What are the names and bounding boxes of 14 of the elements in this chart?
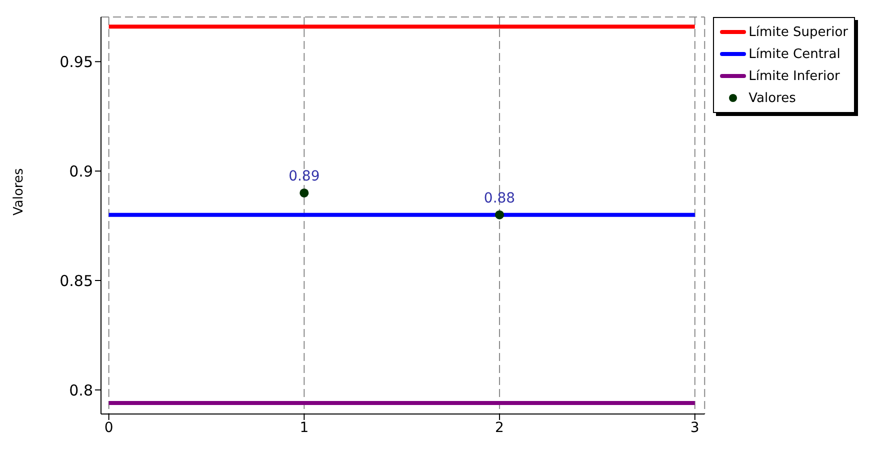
legend-label: Límite Superior	[748, 24, 848, 40]
data-label: 0.88	[484, 190, 516, 206]
x-tick-label: 2	[495, 420, 504, 436]
y-axis-title: Valores	[12, 168, 27, 216]
x-tick-label: 3	[690, 420, 700, 436]
y-tick-label: 0.95	[60, 52, 93, 71]
y-tick-label: 0.85	[60, 272, 93, 290]
x-tick-label: 0	[104, 420, 114, 436]
x-tick-label: 1	[300, 420, 309, 436]
legend-label: Límite Inferior	[748, 68, 840, 84]
legend-label: Valores	[748, 90, 796, 106]
y-tick-label: 0.8	[69, 381, 93, 400]
y-tick-label: 0.9	[69, 162, 93, 180]
legend-label: Límite Central	[748, 46, 840, 62]
